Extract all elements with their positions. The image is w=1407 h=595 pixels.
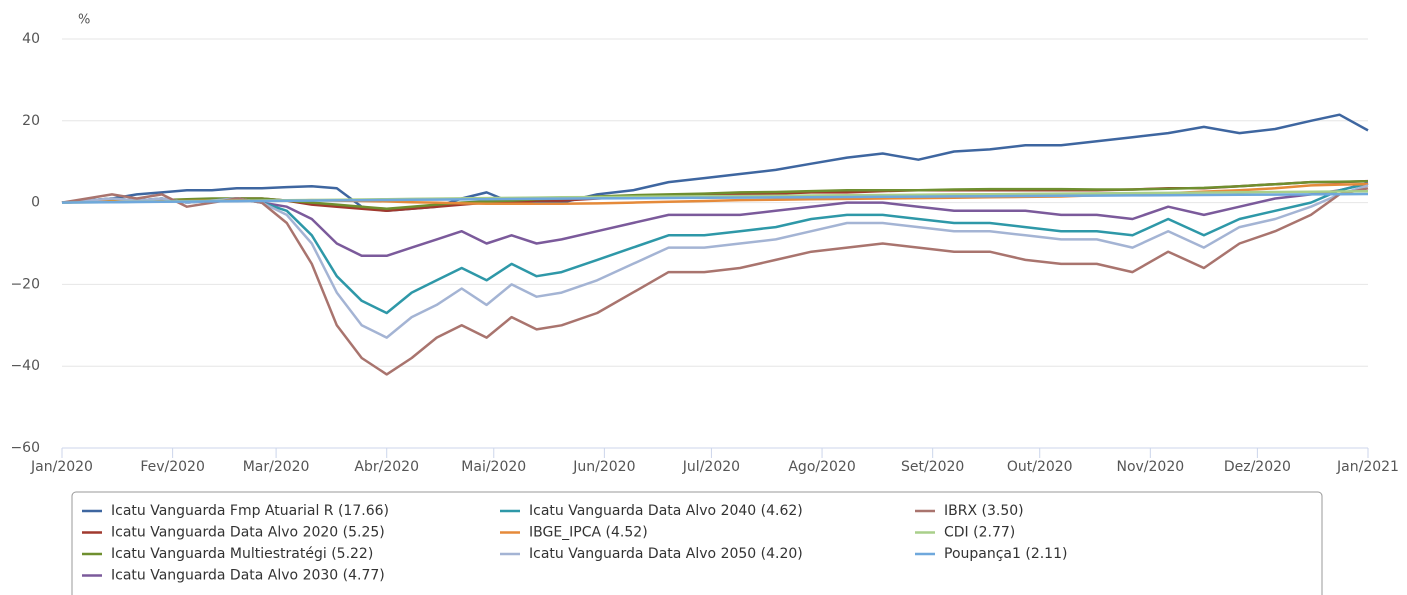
- series-line: [61, 192, 1369, 204]
- x-tick-label: Set/2020: [901, 459, 964, 475]
- legend-label[interactable]: Icatu Vanguarda Data Alvo 2040 (4.62): [529, 503, 803, 519]
- x-tick-label: Dez/2020: [1224, 459, 1291, 475]
- legend-label[interactable]: Icatu Vanguarda Data Alvo 2020 (5.25): [111, 525, 385, 541]
- legend-label[interactable]: Icatu Vanguarda Data Alvo 2030 (4.77): [111, 568, 385, 584]
- legend-label[interactable]: IBRX (3.50): [944, 503, 1024, 519]
- x-tick-label: Mai/2020: [461, 459, 526, 475]
- y-tick-label: −60: [10, 440, 40, 456]
- legend-label[interactable]: Icatu Vanguarda Data Alvo 2050 (4.20): [529, 546, 803, 562]
- x-tick-label: Nov/2020: [1116, 459, 1184, 475]
- x-tick-label: Fev/2020: [140, 459, 205, 475]
- x-tick-label: Jan/2021: [1336, 459, 1399, 475]
- legend-label[interactable]: Icatu Vanguarda Fmp Atuarial R (17.66): [111, 503, 389, 519]
- x-tick-label: Ago/2020: [788, 459, 855, 475]
- x-tick-label: Jul/2020: [682, 459, 740, 475]
- x-tick-label: Out/2020: [1007, 459, 1073, 475]
- legend-label[interactable]: CDI (2.77): [944, 525, 1015, 541]
- legend-label[interactable]: Icatu Vanguarda Multiestratégi (5.22): [111, 546, 373, 562]
- series-line: [61, 187, 1369, 376]
- y-tick-label: −20: [10, 276, 40, 292]
- y-tick-label: 0: [31, 195, 40, 211]
- legend-label[interactable]: Poupança1 (2.11): [944, 546, 1067, 562]
- x-tick-label: Jan/2020: [30, 459, 93, 475]
- y-tick-label: −40: [10, 358, 40, 374]
- x-tick-label: Mar/2020: [243, 459, 310, 475]
- y-tick-label: 40: [22, 31, 40, 47]
- x-tick-label: Jun/2020: [572, 459, 635, 475]
- y-tick-label: 20: [22, 113, 40, 129]
- y-axis-label: %: [78, 13, 90, 28]
- series-line: [61, 113, 1369, 213]
- legend-label[interactable]: IBGE_IPCA (4.52): [529, 525, 648, 541]
- x-tick-label: Abr/2020: [354, 459, 419, 475]
- legend-box: [71, 491, 1323, 595]
